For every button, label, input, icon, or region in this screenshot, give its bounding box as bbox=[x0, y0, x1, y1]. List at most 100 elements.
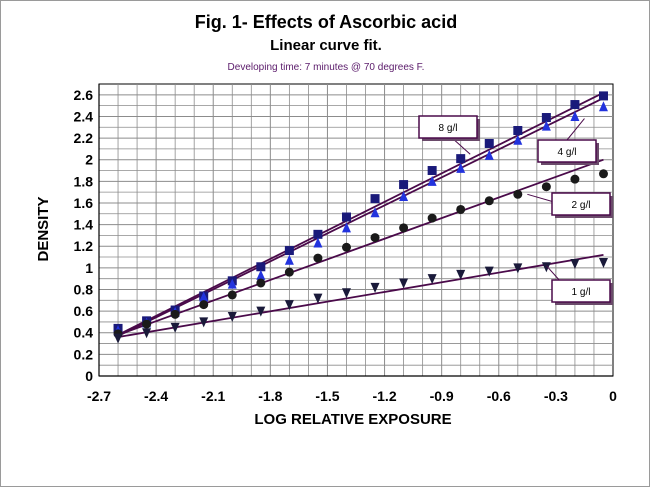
y-tick-label: 0 bbox=[85, 368, 93, 384]
chart-title: Fig. 1- Effects of Ascorbic acid bbox=[195, 12, 457, 32]
data-point-triangle-up bbox=[427, 175, 437, 186]
label-box bbox=[551, 279, 611, 303]
label-box bbox=[537, 139, 597, 163]
data-point-triangle-down bbox=[256, 306, 266, 317]
y-tick-label: 0.2 bbox=[74, 346, 94, 362]
label-box bbox=[418, 115, 478, 139]
data-point-triangle-down bbox=[456, 269, 466, 280]
data-point-square bbox=[456, 154, 466, 164]
data-point-triangle-down bbox=[598, 257, 608, 268]
series-label: 1 g/l bbox=[572, 287, 591, 298]
series-labels: 8 g/l 4 g/l 2 g/l 1 g/l bbox=[418, 115, 613, 305]
x-tick-label: -2.4 bbox=[144, 388, 168, 404]
data-point-circle bbox=[370, 233, 380, 243]
chart-subtitle: Linear curve fit. bbox=[270, 37, 382, 54]
data-point-triangle-down bbox=[170, 322, 180, 333]
y-tick-label: 2.6 bbox=[74, 87, 94, 103]
series-label: 2 g/l bbox=[572, 200, 591, 211]
data-point-triangle-up bbox=[570, 110, 580, 121]
data-point-square bbox=[427, 166, 437, 176]
data-point-square bbox=[256, 262, 266, 272]
y-tick-label: 0.4 bbox=[74, 325, 94, 341]
data-point-triangle-down bbox=[227, 312, 237, 323]
data-point-triangle-down bbox=[370, 282, 380, 293]
data-point-triangle-up bbox=[284, 254, 294, 265]
data-point-triangle-up bbox=[456, 162, 466, 173]
data-point-circle bbox=[313, 253, 323, 263]
y-tick-label: 1.4 bbox=[74, 217, 94, 233]
label-leader-line bbox=[566, 118, 585, 141]
data-point-circle bbox=[284, 267, 294, 277]
data-point-triangle-up bbox=[341, 222, 351, 233]
data-point-circle bbox=[142, 319, 152, 329]
data-point-circle bbox=[199, 300, 209, 310]
label-box bbox=[551, 192, 611, 216]
data-point-triangle-down bbox=[199, 317, 209, 328]
data-point-circle bbox=[399, 223, 409, 233]
data-point-circle bbox=[456, 204, 466, 214]
data-point-triangle-down bbox=[142, 328, 152, 339]
data-point-square bbox=[399, 180, 409, 190]
data-point-circle bbox=[256, 278, 266, 288]
data-point-circle bbox=[427, 213, 437, 223]
data-markers bbox=[113, 91, 608, 344]
y-tick-label: 2.2 bbox=[74, 130, 94, 146]
data-point-triangle-up bbox=[598, 101, 608, 112]
data-point-triangle-down bbox=[541, 262, 551, 273]
x-tick-label: -0.3 bbox=[544, 388, 568, 404]
data-point-triangle-up bbox=[541, 120, 551, 131]
fit-lines bbox=[117, 91, 604, 338]
data-point-triangle-down bbox=[113, 333, 123, 344]
data-point-square bbox=[484, 138, 494, 148]
series-label: 8 g/l bbox=[439, 123, 458, 134]
data-point-circle bbox=[570, 174, 580, 184]
y-tick-label: 1.6 bbox=[74, 195, 94, 211]
x-tick-label: -0.9 bbox=[430, 388, 454, 404]
y-axis-label: DENSITY bbox=[35, 196, 52, 261]
data-point-square bbox=[570, 100, 580, 110]
data-point-triangle-up bbox=[399, 190, 409, 201]
data-point-triangle-down bbox=[513, 263, 523, 274]
data-point-circle bbox=[227, 290, 237, 300]
data-point-square bbox=[370, 194, 380, 204]
x-tick-label: -1.5 bbox=[315, 388, 339, 404]
data-point-triangle-up bbox=[370, 207, 380, 218]
x-tick-label: -2.7 bbox=[87, 388, 111, 404]
fit-line bbox=[117, 97, 604, 337]
data-point-triangle-down bbox=[427, 274, 437, 285]
x-tick-label: -0.6 bbox=[487, 388, 511, 404]
data-point-triangle-down bbox=[484, 266, 494, 277]
data-point-circle bbox=[598, 169, 608, 179]
data-point-triangle-down bbox=[341, 288, 351, 299]
y-tick-label: 2.4 bbox=[74, 108, 94, 124]
x-tick-label: 0 bbox=[609, 388, 617, 404]
data-point-circle bbox=[541, 182, 551, 192]
fit-line bbox=[117, 91, 604, 336]
y-tick-label: 0.6 bbox=[74, 303, 94, 319]
data-point-square bbox=[598, 91, 608, 101]
data-point-square bbox=[313, 229, 323, 239]
data-point-circle bbox=[484, 196, 494, 206]
y-tick-label: 1.2 bbox=[74, 238, 94, 254]
fit-line bbox=[117, 158, 604, 336]
x-tick-label: -1.2 bbox=[372, 388, 396, 404]
x-tick-label: -2.1 bbox=[201, 388, 225, 404]
y-tick-label: 2 bbox=[85, 152, 93, 168]
x-tick-label: -1.8 bbox=[258, 388, 282, 404]
grid bbox=[98, 83, 614, 377]
data-point-triangle-up bbox=[313, 237, 323, 248]
data-point-circle bbox=[513, 189, 523, 199]
data-point-triangle-up bbox=[256, 269, 266, 280]
data-point-triangle-up bbox=[227, 278, 237, 289]
data-point-square bbox=[541, 113, 551, 123]
data-point-square bbox=[284, 246, 294, 256]
y-tick-label: 1 bbox=[85, 260, 93, 276]
y-tick-label: 1.8 bbox=[74, 173, 94, 189]
data-point-triangle-up bbox=[513, 134, 523, 145]
fit-line bbox=[117, 253, 604, 338]
plot-area bbox=[98, 83, 614, 377]
data-point-triangle-down bbox=[570, 259, 580, 270]
data-point-circle bbox=[341, 242, 351, 252]
data-point-square bbox=[513, 126, 523, 136]
